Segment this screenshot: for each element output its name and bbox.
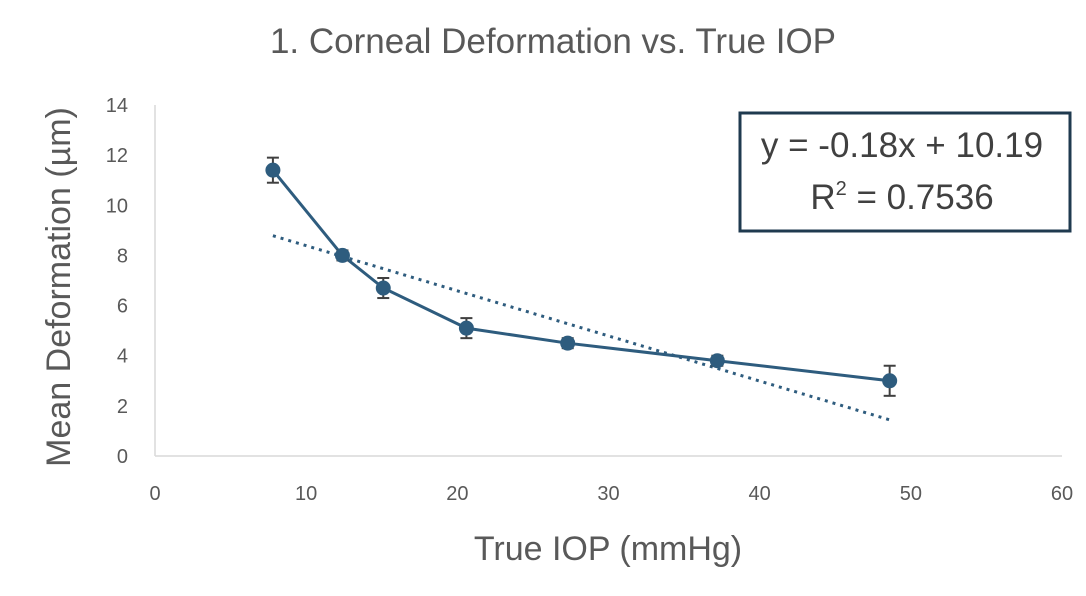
y-tick-labels: 0 2 4 6 8 10 12 14 — [106, 95, 128, 468]
data-points — [265, 162, 898, 389]
equation-text: y = -0.18x + 10.19 — [761, 126, 1043, 165]
x-tick-label: 30 — [597, 483, 619, 505]
x-tick-label: 50 — [900, 483, 922, 505]
x-axis-title: True IOP (mmHg) — [474, 530, 742, 568]
y-tick-label: 6 — [117, 296, 128, 318]
y-tick-label: 4 — [117, 346, 128, 368]
y-tick-label: 14 — [106, 95, 128, 117]
y-tick-label: 10 — [106, 195, 128, 217]
y-tick-label: 12 — [106, 145, 128, 167]
trendline — [272, 234, 891, 422]
data-point — [265, 162, 281, 178]
x-tick-label: 40 — [749, 483, 771, 505]
data-point — [458, 320, 474, 336]
chart-title: 1. Corneal Deformation vs. True IOP — [270, 22, 836, 61]
y-tick-label: 0 — [117, 446, 128, 468]
data-point — [375, 280, 391, 296]
x-tick-label: 60 — [1051, 483, 1073, 505]
data-point — [334, 247, 350, 263]
data-point — [560, 335, 576, 351]
x-tick-labels: 0 10 20 30 40 50 60 — [149, 483, 1073, 505]
y-tick-label: 8 — [117, 245, 128, 267]
data-point — [709, 353, 725, 369]
y-axis-title: Mean Deformation (µm) — [40, 107, 78, 467]
x-tick-label: 10 — [295, 483, 317, 505]
r-squared-text: R2 = 0.7536 — [810, 178, 993, 217]
y-tick-label: 2 — [117, 396, 128, 418]
data-point — [882, 373, 898, 389]
x-tick-label: 0 — [149, 483, 160, 505]
svg-text:Mean Deformation (µm): Mean Deformation (µm) — [40, 107, 78, 467]
x-tick-label: 20 — [446, 483, 468, 505]
equation-box-border — [738, 111, 1072, 233]
equation-box: y = -0.18x + 10.19 R2 = 0.7536 — [738, 111, 1072, 233]
